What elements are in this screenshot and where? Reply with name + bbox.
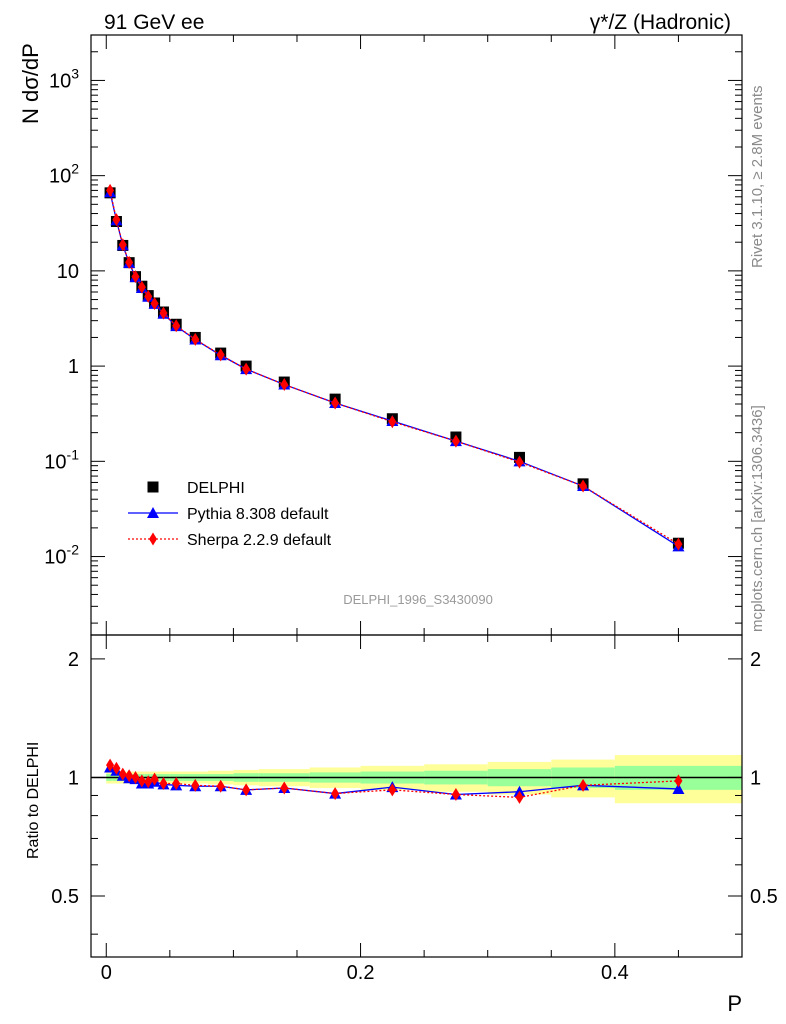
main-point-sherpa-2-2-9-default [280,378,289,392]
main-point-sherpa-2-2-9-default [159,306,168,320]
mcplots-label: mcplots.cern.ch [arXiv:1306.3436] [749,405,766,632]
rivet-version-label: Rivet 3.1.10, ≥ 2.8M events [749,86,766,269]
ratio-point-pythia-8-308-default [672,782,685,794]
ratio-point-sherpa-2-2-9-default [388,783,397,797]
ratio-uncertainty-bands [106,755,742,804]
main-point-sherpa-2-2-9-default [125,255,134,269]
main-point-sherpa-2-2-9-default [579,479,588,493]
y-tick-label: 10-2 [44,542,79,569]
main-point-sherpa-2-2-9-default [451,434,460,448]
y-tick-label: 10-1 [44,446,79,473]
y-tick-label: 103 [49,65,79,92]
ratio-y-axis-label: Ratio to DELPHI [25,742,42,859]
ratio-point-sherpa-2-2-9-default [112,761,121,775]
legend-label-sherpa-2-2-9-default: Sherpa 2.2.9 default [187,532,332,549]
ratio-y-tick-label: 0.5 [51,886,79,908]
legend-marker-sherpa-2-2-9-default [149,532,157,546]
ratio-panel-series [104,758,685,804]
ratio-point-sherpa-2-2-9-default [137,774,146,788]
header-right: γ*/Z (Hadronic) [590,11,731,34]
axes-frame: 0 0.2 0.4 10-2 10-1 1 10 102 103 0.5 0.5 1 1 2 2 [44,34,778,984]
ratio-point-sherpa-2-2-9-default [515,790,524,804]
main-point-sherpa-2-2-9-default [515,455,524,469]
x-axis-label: P [727,991,742,1016]
ratio-point-sherpa-2-2-9-default [242,783,251,797]
main-point-sherpa-2-2-9-default [216,348,225,362]
ratio-point-sherpa-2-2-9-default [125,769,134,783]
ratio-point-sherpa-2-2-9-default [331,787,340,801]
ratio-point-sherpa-2-2-9-default [150,772,159,786]
main-point-sherpa-2-2-9-default [106,183,115,197]
main-point-sherpa-2-2-9-default [150,296,159,310]
ratio-point-sherpa-2-2-9-default [159,777,168,791]
legend-label-delphi: DELPHI [187,480,245,497]
legend-label-pythia-8-308-default: Pythia 8.308 default [187,506,329,523]
x-tick-label: 0.2 [347,962,375,984]
main-point-sherpa-2-2-9-default [112,213,121,227]
ratio-point-sherpa-2-2-9-default [191,778,200,792]
x-tick-label: 0 [101,962,112,984]
analysis-tag: DELPHI_1996_S3430090 [343,592,493,607]
ratio-y-tick-label: 2 [68,649,79,671]
legend-marker-delphi [147,481,159,493]
main-point-sherpa-2-2-9-default [674,537,683,551]
ratio-point-sherpa-2-2-9-default [131,770,140,784]
main-point-sherpa-2-2-9-default [118,238,127,252]
ratio-point-sherpa-2-2-9-default [579,778,588,792]
ratio-y-tick-label-right: 0.5 [750,886,778,908]
main-y-axis-label: N dσ/dP [18,43,43,124]
ratio-point-sherpa-2-2-9-default [280,781,289,795]
ratio-point-sherpa-2-2-9-default [172,777,181,791]
main-point-sherpa-2-2-9-default [191,332,200,346]
main-panel-series [104,183,685,552]
ratio-y-tick-label-right: 2 [750,649,761,671]
main-point-sherpa-2-2-9-default [137,280,146,294]
legend-marker-pythia-8-308-default [147,507,159,518]
ratio-point-sherpa-2-2-9-default [216,779,225,793]
header-left: 91 GeV ee [104,11,204,34]
ratio-y-tick-label: 1 [68,767,79,789]
main-point-sherpa-2-2-9-default [331,396,340,410]
main-point-sherpa-2-2-9-default [242,362,251,376]
x-tick-label: 0.4 [601,962,629,984]
ratio-line-sherpa-2-2-9-default [109,764,679,799]
y-tick-label: 102 [49,161,79,188]
ratio-point-sherpa-2-2-9-default [674,774,683,788]
ratio-panel-frame [90,634,743,958]
ratio-point-sherpa-2-2-9-default [106,758,115,772]
legend: DELPHI Pythia 8.308 default Sherpa 2.2.9 d… [128,480,332,549]
y-tick-label: 1 [68,356,79,378]
y-tick-label: 10 [57,261,79,283]
main-point-sherpa-2-2-9-default [144,289,153,303]
ratio-point-sherpa-2-2-9-default [451,788,460,802]
ratio-point-sherpa-2-2-9-default [144,775,153,789]
ratio-point-sherpa-2-2-9-default [118,767,127,781]
main-point-sherpa-2-2-9-default [388,415,397,429]
main-point-sherpa-2-2-9-default [172,319,181,333]
main-point-sherpa-2-2-9-default [131,270,140,284]
ratio-y-tick-label-right: 1 [750,767,761,789]
